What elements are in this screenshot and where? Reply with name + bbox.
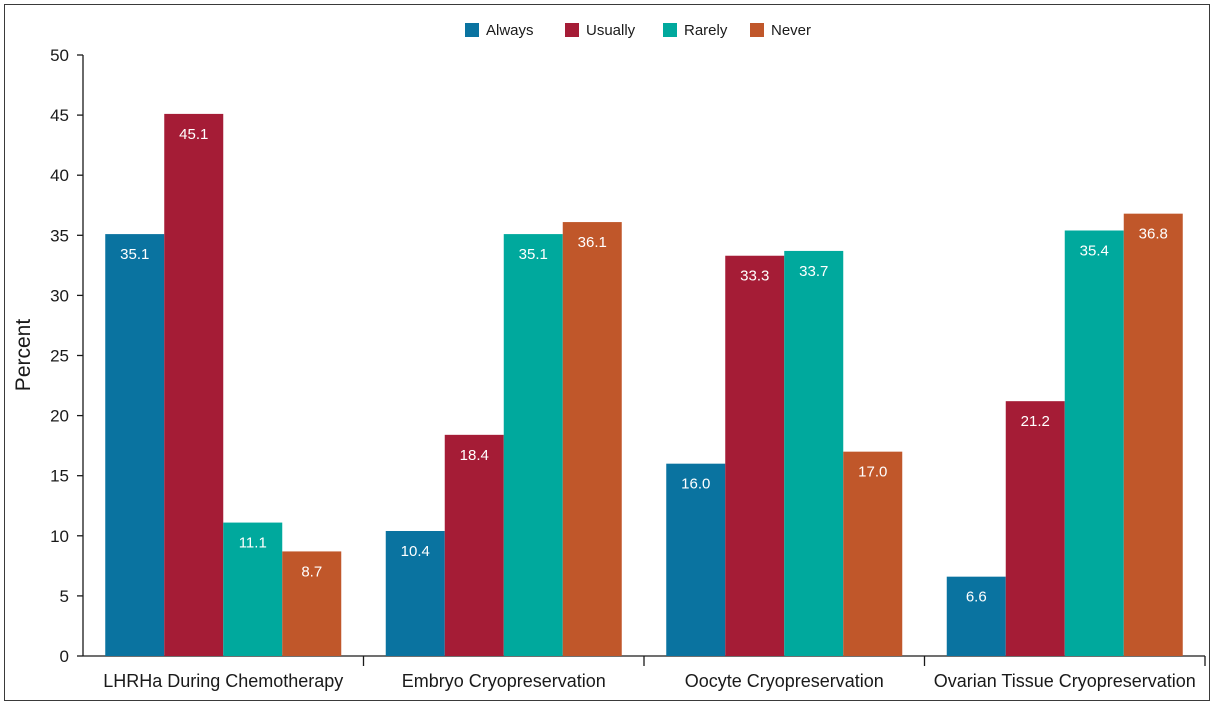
legend-swatch-always	[465, 23, 479, 37]
x-category-label-oocyte-cryopreservation: Oocyte Cryopreservation	[685, 671, 884, 691]
data-label-rarely-embryo-cryopreservation: 35.1	[519, 246, 548, 263]
data-label-rarely-ovarian-tissue-cryopreservation: 35.4	[1080, 242, 1109, 259]
y-tick-label: 5	[60, 587, 69, 606]
y-tick-label: 50	[50, 46, 69, 65]
bar-usually-lhrha-during-chemotherapy	[164, 113, 224, 656]
bar-usually-oocyte-cryopreservation	[725, 255, 785, 656]
legend-label-usually: Usually	[586, 22, 636, 39]
bar-never-oocyte-cryopreservation	[843, 451, 903, 656]
y-tick-label: 20	[50, 407, 69, 426]
legend-swatch-never	[750, 23, 764, 37]
x-category-label-ovarian-tissue-cryopreservation: Ovarian Tissue Cryopreservation	[934, 671, 1196, 691]
legend: Always Usually Rarely Never	[465, 22, 811, 39]
bar-rarely-embryo-cryopreservation	[503, 234, 563, 656]
data-label-never-embryo-cryopreservation: 36.1	[578, 234, 607, 251]
bar-always-oocyte-cryopreservation	[666, 463, 726, 656]
legend-label-rarely: Rarely	[684, 22, 728, 39]
bar-never-lhrha-during-chemotherapy	[282, 551, 342, 656]
data-label-always-oocyte-cryopreservation: 16.0	[681, 476, 710, 493]
data-label-rarely-lhrha-during-chemotherapy: 11.1	[239, 535, 267, 552]
data-label-usually-ovarian-tissue-cryopreservation: 21.2	[1021, 413, 1050, 430]
y-tick-label: 15	[50, 467, 69, 486]
y-tick-label: 10	[50, 527, 69, 546]
bar-rarely-lhrha-during-chemotherapy	[223, 522, 283, 656]
y-tick-label: 25	[50, 347, 69, 366]
data-label-never-lhrha-during-chemotherapy: 8.7	[301, 563, 322, 580]
data-label-never-ovarian-tissue-cryopreservation: 36.8	[1139, 226, 1168, 243]
bar-rarely-oocyte-cryopreservation	[784, 250, 844, 656]
bar-never-ovarian-tissue-cryopreservation	[1123, 213, 1183, 656]
y-tick-label: 40	[50, 166, 69, 185]
data-label-always-embryo-cryopreservation: 10.4	[401, 543, 430, 560]
bar-never-embryo-cryopreservation	[562, 222, 622, 656]
data-label-always-ovarian-tissue-cryopreservation: 6.6	[966, 589, 987, 606]
bar-always-embryo-cryopreservation	[385, 530, 445, 656]
data-label-always-lhrha-during-chemotherapy: 35.1	[120, 246, 149, 263]
y-tick-label: 35	[50, 226, 69, 245]
y-tick-label: 45	[50, 106, 69, 125]
bar-usually-ovarian-tissue-cryopreservation	[1005, 401, 1065, 656]
data-label-usually-embryo-cryopreservation: 18.4	[460, 447, 489, 464]
legend-label-always: Always	[486, 22, 534, 39]
bar-usually-embryo-cryopreservation	[444, 434, 504, 656]
bar-rarely-ovarian-tissue-cryopreservation	[1064, 230, 1124, 656]
x-category-label-lhrha-during-chemotherapy: LHRHa During Chemotherapy	[103, 671, 343, 691]
y-tick-label: 30	[50, 286, 69, 305]
bar-always-ovarian-tissue-cryopreservation	[946, 576, 1006, 656]
data-label-rarely-oocyte-cryopreservation: 33.7	[799, 263, 828, 280]
bars	[105, 113, 1183, 656]
data-label-never-oocyte-cryopreservation: 17.0	[858, 464, 887, 481]
y-axis-title: Percent	[12, 319, 35, 392]
legend-label-never: Never	[771, 22, 811, 39]
data-label-usually-oocyte-cryopreservation: 33.3	[740, 268, 769, 285]
legend-swatch-rarely	[663, 23, 677, 37]
bar-always-lhrha-during-chemotherapy	[105, 234, 165, 656]
y-tick-label: 0	[60, 647, 69, 666]
x-category-label-embryo-cryopreservation: Embryo Cryopreservation	[402, 671, 606, 691]
data-label-usually-lhrha-during-chemotherapy: 45.1	[179, 126, 208, 143]
bar-labels: 35.1 45.1 11.1 8.7 10.4 18.4 35.1 36.1 16.0 33.3 3…	[120, 126, 1168, 606]
legend-swatch-usually	[565, 23, 579, 37]
